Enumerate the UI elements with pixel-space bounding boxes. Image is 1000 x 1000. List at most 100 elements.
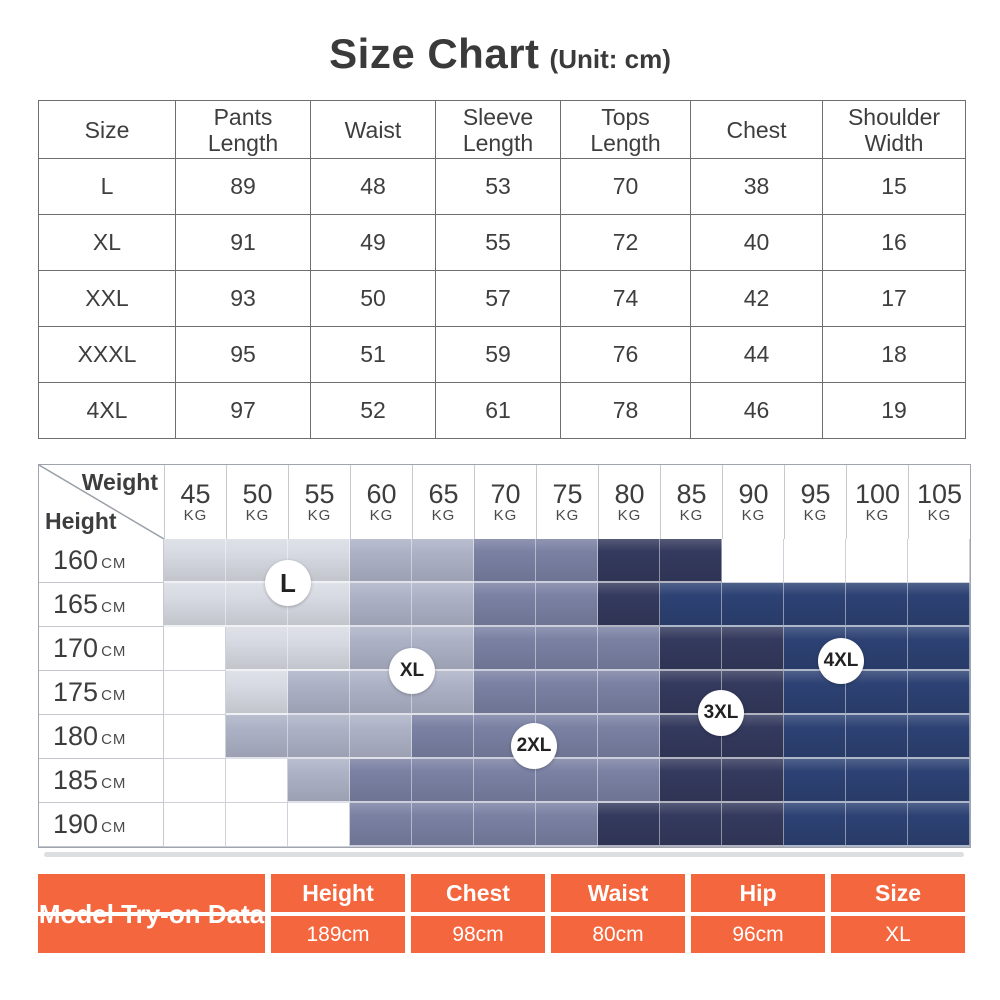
weight-header-cell: 50 KG — [226, 465, 288, 539]
matrix-cell-2xl — [412, 803, 474, 847]
matrix-cell-4xl — [660, 583, 722, 627]
weight-header-cell: 95 KG — [784, 465, 846, 539]
model-table-column: Hip 96cm — [691, 874, 825, 953]
weight-header-cell: 90 KG — [722, 465, 784, 539]
matrix-cell-empty — [164, 759, 226, 803]
weight-unit: KG — [307, 507, 332, 524]
size-bubble-l: L — [265, 560, 311, 606]
size-cell-value: 53 — [435, 158, 561, 215]
model-column-value: 189cm — [271, 916, 405, 953]
matrix-cell-3xl — [722, 759, 784, 803]
matrix-cell-2xl — [474, 803, 536, 847]
height-unit: CM — [101, 731, 127, 748]
weight-value: 85 — [676, 479, 707, 509]
weight-value: 75 — [552, 479, 583, 509]
size-cell-value: 46 — [690, 382, 823, 439]
size-row-label: L — [38, 158, 176, 215]
size-cell-value: 91 — [175, 214, 311, 271]
matrix-cell-2xl — [474, 627, 536, 671]
weight-unit: KG — [431, 507, 456, 524]
height-unit: CM — [101, 599, 127, 616]
height-value: 185 — [53, 765, 99, 795]
matrix-cell-3xl — [660, 627, 722, 671]
size-cell-value: 55 — [435, 214, 561, 271]
matrix-cell-2xl — [536, 803, 598, 847]
matrix-cell-4xl — [846, 803, 908, 847]
matrix-cell-empty — [722, 539, 784, 583]
model-column-value: 96cm — [691, 916, 825, 953]
size-cell-value: 50 — [310, 270, 436, 327]
matrix-cell-empty — [164, 803, 226, 847]
matrix-cell-xl — [350, 583, 412, 627]
size-cell-value: 48 — [310, 158, 436, 215]
height-unit: CM — [101, 643, 127, 660]
weight-value: 65 — [428, 479, 459, 509]
size-cell-value: 42 — [690, 270, 823, 327]
weight-header-cell: 45 KG — [164, 465, 226, 539]
height-label-cell: 190 CM — [39, 803, 164, 847]
page-title-unit: (Unit: cm) — [549, 44, 671, 74]
weight-axis-label: Weight — [81, 469, 158, 495]
matrix-cell-empty — [784, 539, 846, 583]
weight-unit: KG — [369, 507, 394, 524]
size-table-row: XL 91 49 55 72 40 16 — [38, 214, 966, 271]
matrix-cell-4xl — [722, 583, 784, 627]
weight-value: 90 — [738, 479, 769, 509]
weight-value: 45 — [180, 479, 211, 509]
size-cell-value: 17 — [822, 270, 966, 327]
weight-header-cell: 85 KG — [660, 465, 722, 539]
model-column-header: Height — [271, 874, 405, 912]
weight-unit: KG — [245, 507, 270, 524]
size-bubble-3xl: 3XL — [698, 690, 744, 736]
size-cell-value: 15 — [822, 158, 966, 215]
matrix-cell-4xl — [784, 759, 846, 803]
size-cell-value: 18 — [822, 326, 966, 383]
matrix-cell-4xl — [908, 759, 970, 803]
matrix-cell-xl — [288, 759, 350, 803]
weight-unit: KG — [865, 507, 890, 524]
height-unit: CM — [101, 555, 127, 572]
matrix-cell-empty — [908, 539, 970, 583]
matrix-cell-4xl — [908, 803, 970, 847]
size-table-column-header: Tops Length — [560, 100, 691, 159]
size-cell-value: 93 — [175, 270, 311, 327]
matrix-cell-2xl — [536, 671, 598, 715]
matrix-cell-xl — [288, 715, 350, 759]
model-table-column: Waist 80cm — [551, 874, 685, 953]
matrix-cell-3xl — [722, 803, 784, 847]
height-value: 160 — [53, 545, 99, 575]
size-cell-value: 61 — [435, 382, 561, 439]
model-tryon-label: Model Try-on Data — [38, 898, 265, 929]
height-label-cell: 170 CM — [39, 627, 164, 671]
height-weight-matrix: Weight Height 45 KG 50 KG 55 KG 60 KG 65 KG 70 KG 75… — [38, 464, 971, 848]
matrix-cell-4xl — [846, 715, 908, 759]
matrix-cell-3xl — [660, 759, 722, 803]
weight-unit: KG — [927, 507, 952, 524]
size-cell-value: 51 — [310, 326, 436, 383]
weight-value: 60 — [366, 479, 397, 509]
matrix-cell-2xl — [598, 759, 660, 803]
diagonal-divider-line — [39, 465, 164, 539]
model-table-column: Chest 98cm — [411, 874, 545, 953]
size-table-column-header: Shoulder Width — [822, 100, 966, 159]
matrix-cell-4xl — [908, 671, 970, 715]
size-cell-value: 76 — [560, 326, 691, 383]
size-table: Size Pants Length Waist Sleeve Length Tops L… — [38, 100, 966, 439]
model-column-header: Size — [831, 874, 965, 912]
model-column-header: Chest — [411, 874, 545, 912]
height-value: 170 — [53, 633, 99, 663]
size-row-label: XL — [38, 214, 176, 271]
size-table-column-header: Sleeve Length — [435, 100, 561, 159]
matrix-cell-4xl — [908, 583, 970, 627]
matrix-cell-2xl — [474, 583, 536, 627]
height-unit: CM — [101, 687, 127, 704]
size-table-row: 4XL 97 52 61 78 46 19 — [38, 382, 966, 439]
size-cell-value: 89 — [175, 158, 311, 215]
matrix-cell-l — [288, 627, 350, 671]
matrix-cell-2xl — [536, 583, 598, 627]
matrix-cell-3xl — [660, 539, 722, 583]
height-unit: CM — [101, 775, 127, 792]
size-cell-value: 78 — [560, 382, 691, 439]
matrix-cell-xl — [350, 715, 412, 759]
size-cell-value: 59 — [435, 326, 561, 383]
